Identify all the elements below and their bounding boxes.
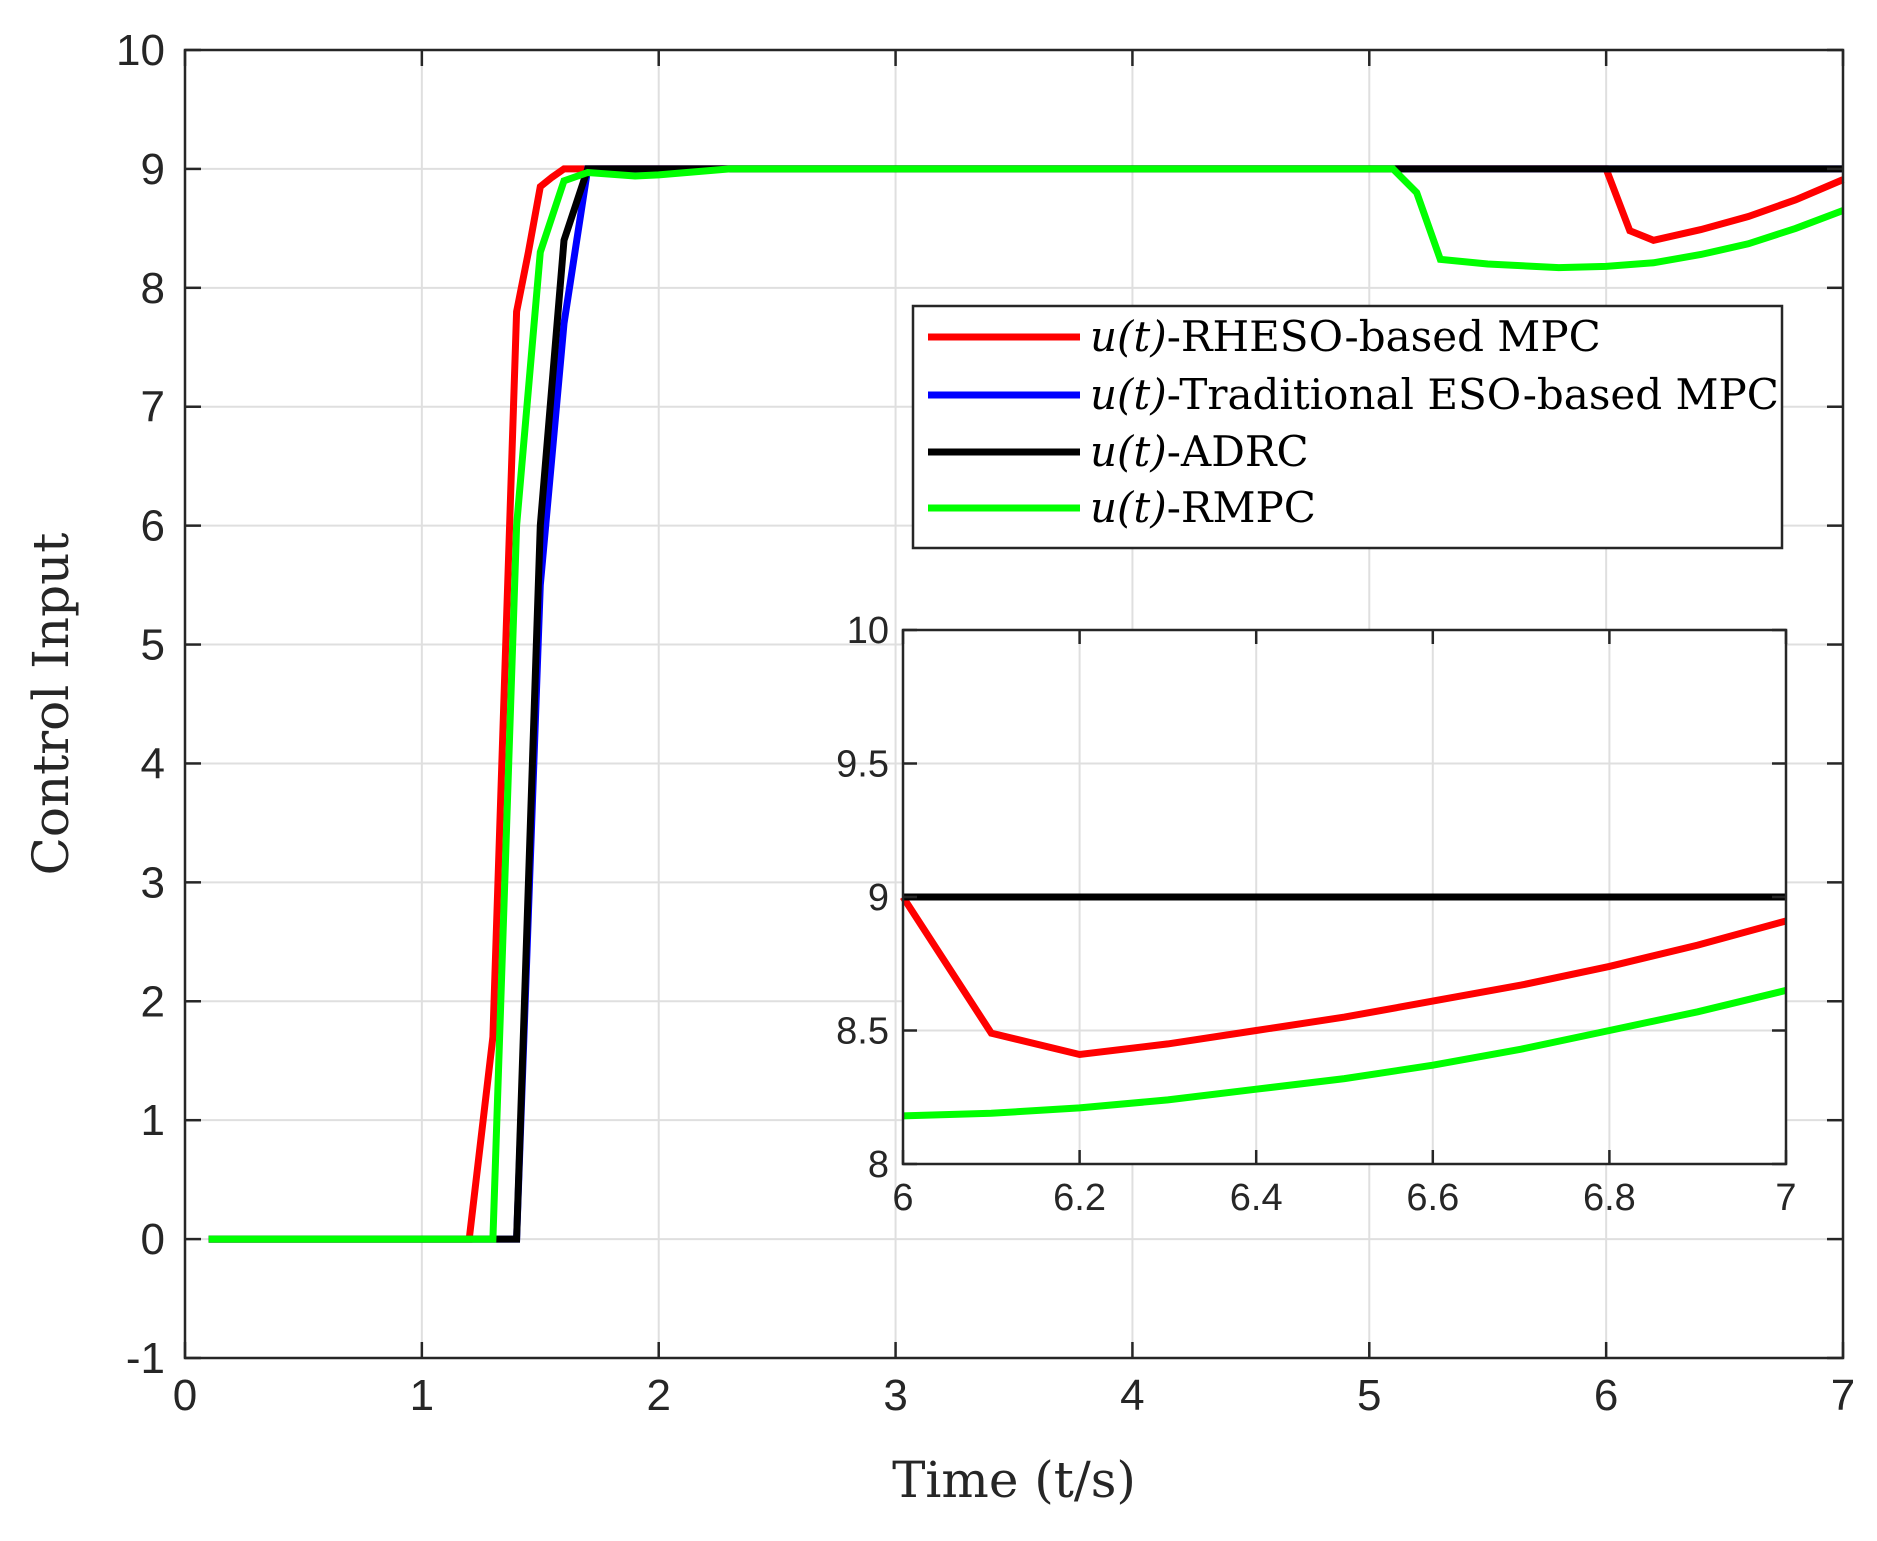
inset-lines	[900, 893, 1787, 1120]
main-y-tick-label: 3	[141, 858, 165, 907]
main-y-tick-label: 9	[141, 145, 165, 194]
main-ticks	[183, 48, 1845, 1360]
inset-y-tick-label: 9.5	[836, 744, 889, 786]
main-x-tick-label: 7	[1831, 1371, 1855, 1420]
main-x-tick-label: 5	[1357, 1371, 1381, 1420]
main-y-tick-label: 0	[141, 1215, 165, 1264]
x-axis-label: Time (t/s)	[892, 1451, 1136, 1509]
main-x-tick-label: 6	[1594, 1371, 1618, 1420]
legend-label-3: u(t)-ADRC	[1090, 427, 1309, 476]
inset-x-tick-label: 6.2	[1053, 1177, 1106, 1219]
main-lines	[208, 165, 1845, 1243]
main-y-tick-label: 8	[141, 264, 165, 313]
main-y-tick-label: 6	[141, 502, 165, 551]
main-y-tick-label: 4	[141, 739, 165, 788]
main-y-tick-label: 5	[141, 621, 165, 670]
main-x-tick-label: 0	[173, 1371, 197, 1420]
inset-ticks	[901, 628, 1788, 1166]
legend-label-math: u(t)	[1090, 427, 1167, 476]
y-axis-label: Control Input	[22, 533, 80, 876]
inset-y-tick-label: 9	[868, 877, 889, 919]
legend-label-math: u(t)	[1090, 483, 1167, 532]
legend-box	[911, 304, 1784, 550]
legend-label-text: -ADRC	[1167, 427, 1309, 476]
main-y-tick-label: 7	[141, 383, 165, 432]
inset-x-tick-label: 6.6	[1406, 1177, 1459, 1219]
inset-y-tick-labels: 8 8.5 9 9.5 10	[836, 610, 889, 1186]
inset-y-tick-label: 8.5	[836, 1011, 889, 1053]
legend-label-4: u(t)-RMPC	[1090, 483, 1316, 532]
main-series-4-line	[208, 165, 1845, 1243]
inset-x-tick-label: 6	[892, 1177, 913, 1219]
legend-label-1: u(t)-RHESO-based MPC	[1090, 312, 1601, 361]
inset-y-tick-label: 10	[847, 610, 889, 652]
inset-plot: 6 6.2 6.4 6.6 6.8 7 8 8.5 9 9.5 10	[836, 610, 1796, 1219]
main-y-tick-label: 10	[116, 26, 165, 75]
inset-x-tick-label: 7	[1775, 1177, 1796, 1219]
main-x-tick-label: 4	[1120, 1371, 1144, 1420]
main-x-tick-label: 2	[646, 1371, 670, 1420]
main-x-tick-label: 3	[883, 1371, 907, 1420]
legend-label-text: -Traditional ESO-based MPC	[1167, 370, 1779, 419]
legend-label-math: u(t)	[1090, 312, 1167, 361]
main-x-tick-label: 1	[410, 1371, 434, 1420]
main-axes-frame	[183, 48, 1845, 1360]
main-y-tick-label: 2	[141, 977, 165, 1026]
main-series-3-line	[208, 165, 1843, 1243]
inset-x-tick-label: 6.8	[1583, 1177, 1636, 1219]
main-x-tick-labels: 0 1 2 3 4 5 6 7	[173, 1371, 1855, 1420]
inset-series-1-line	[900, 895, 1787, 1059]
legend-label-text: -RHESO-based MPC	[1167, 312, 1601, 361]
legend-label-math: u(t)	[1090, 370, 1167, 419]
main-y-tick-labels: -1 0 1 2 3 4 5 6 7 8 9 10	[116, 26, 165, 1383]
inset-y-tick-label: 8	[868, 1144, 889, 1186]
inset-series-3-line	[902, 986, 1787, 1120]
legend-label-text: -RMPC	[1167, 483, 1316, 532]
inset-x-tick-labels: 6 6.2 6.4 6.6 6.8 7	[892, 1177, 1796, 1219]
main-y-tick-label: -1	[126, 1334, 165, 1383]
inset-x-tick-label: 6.4	[1230, 1177, 1283, 1219]
legend-label-2: u(t)-Traditional ESO-based MPC	[1090, 370, 1779, 419]
main-y-tick-label: 1	[141, 1096, 165, 1145]
